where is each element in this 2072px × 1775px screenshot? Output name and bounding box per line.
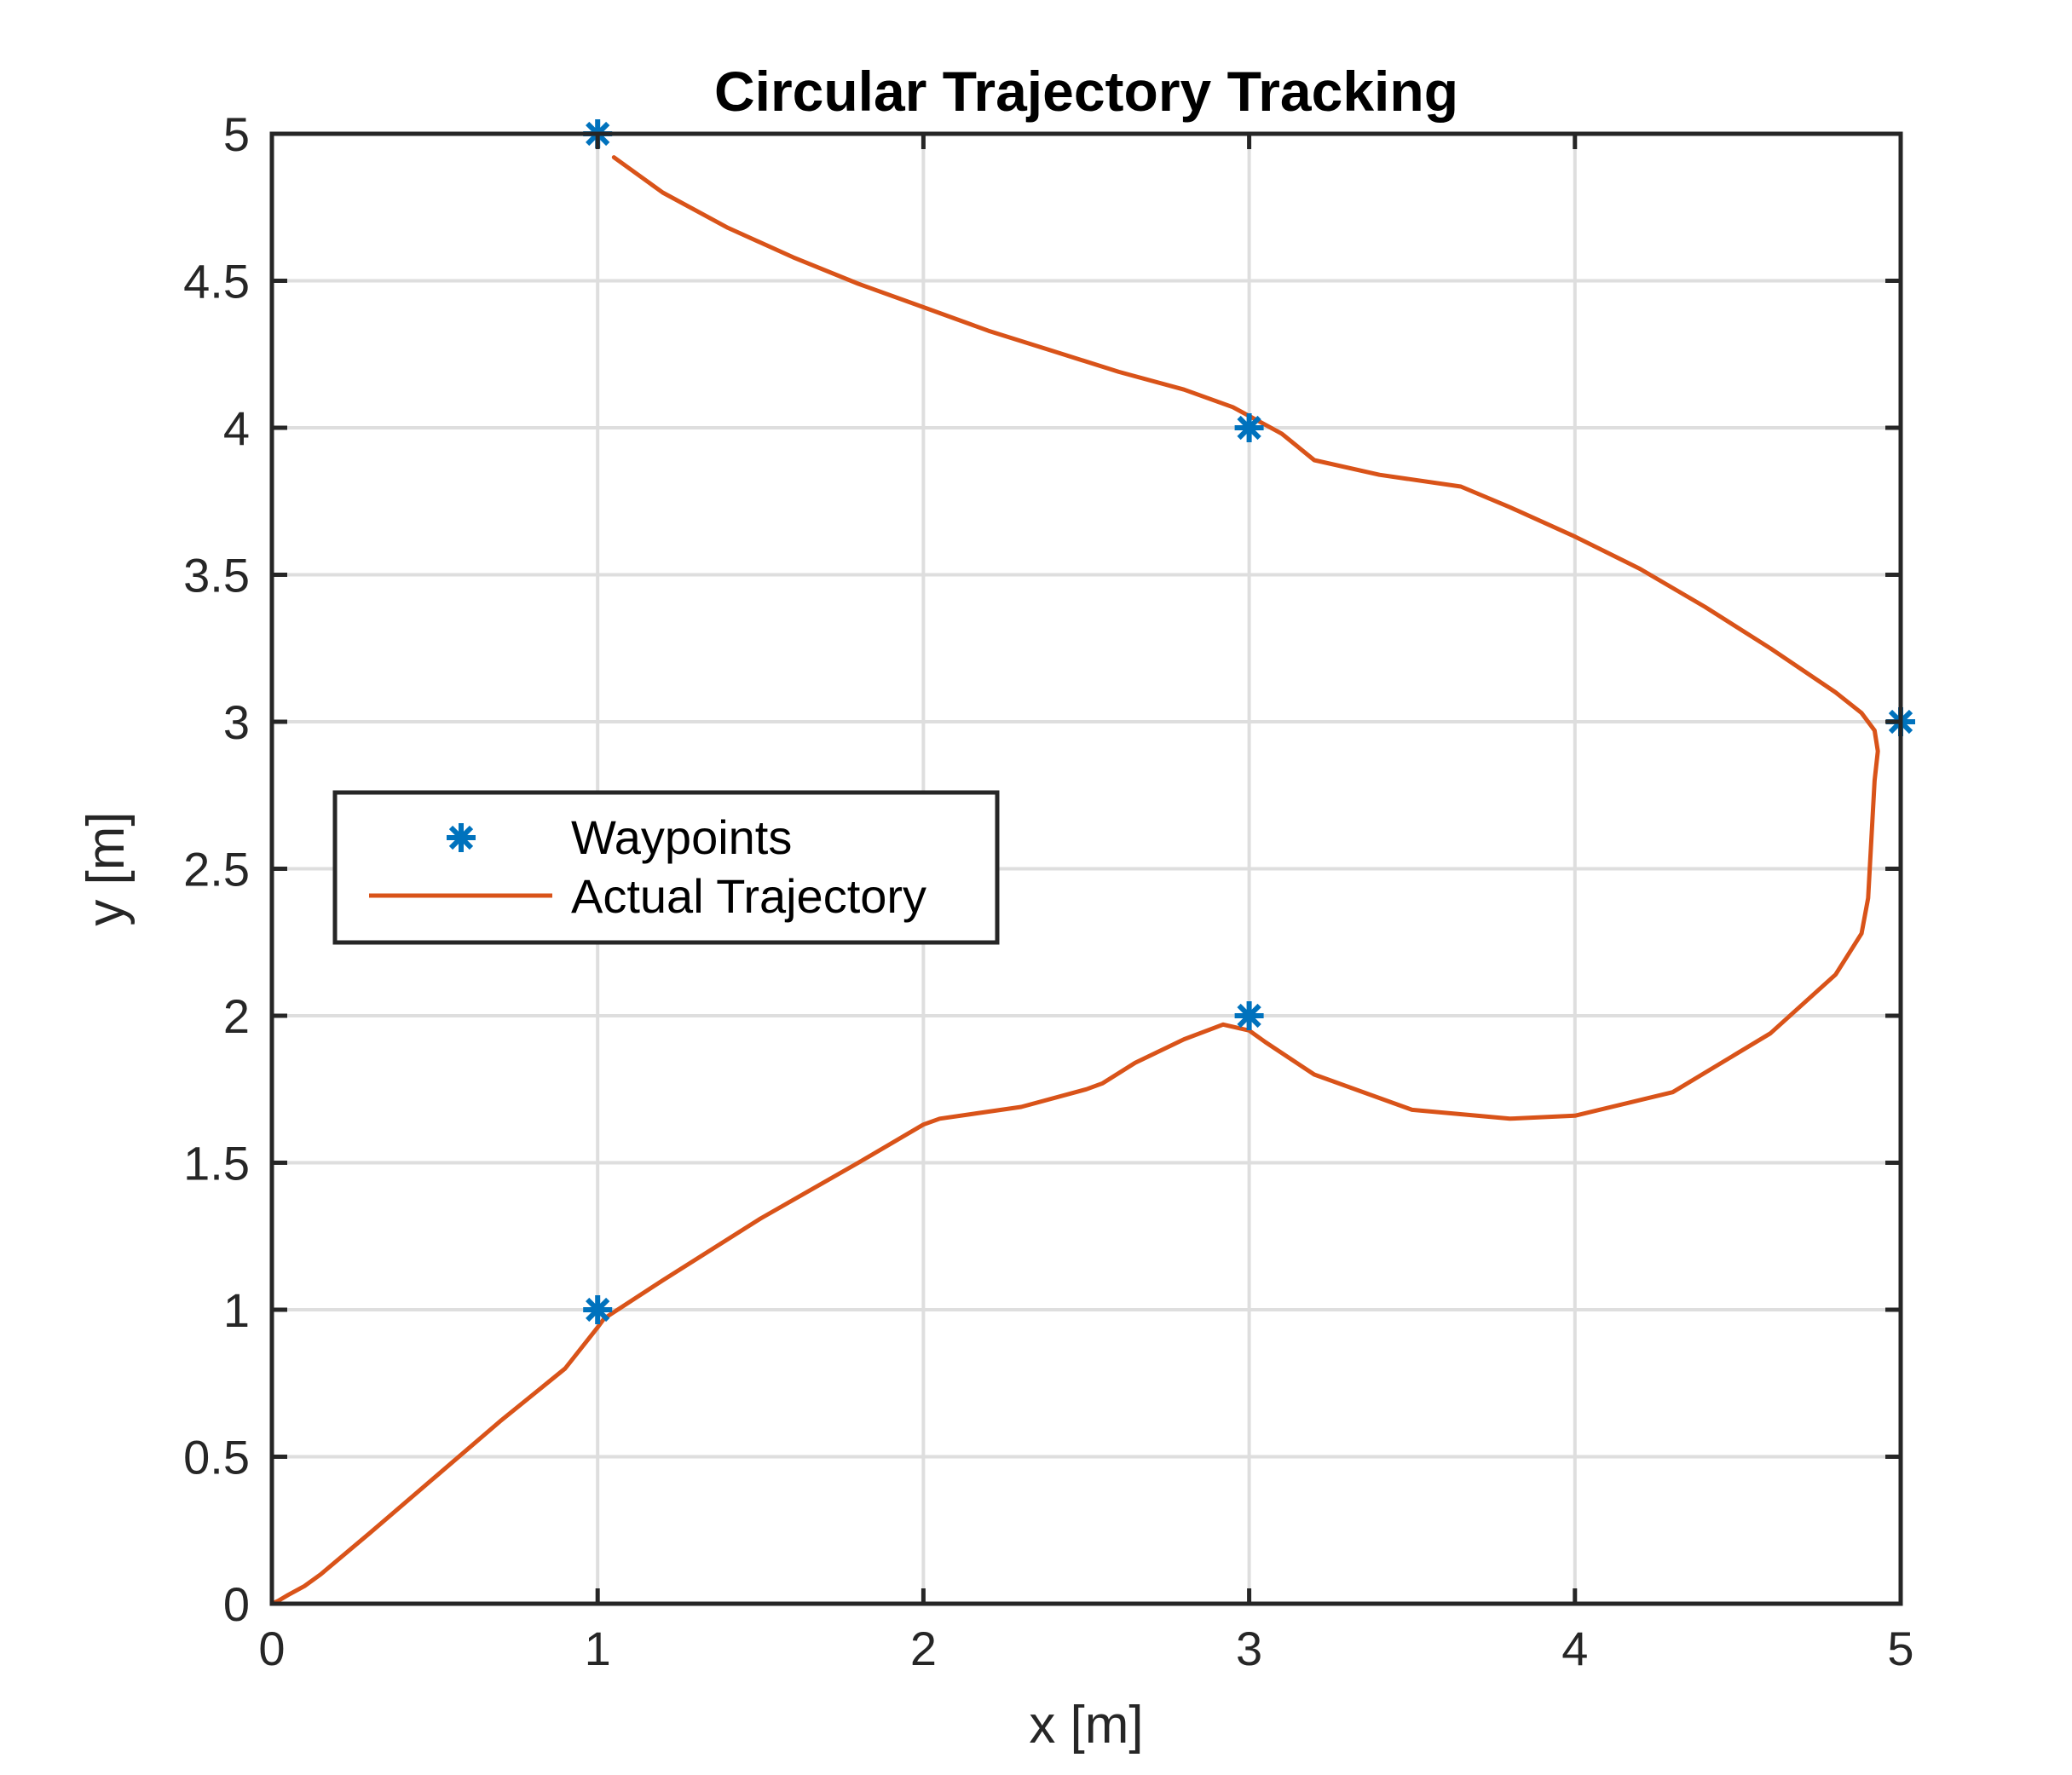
y-tick-label: 0.5 [183, 1431, 250, 1484]
x-tick-label: 4 [1561, 1622, 1588, 1675]
y-tick-label: 0 [223, 1577, 250, 1631]
y-axis-label: y [m] [77, 811, 136, 925]
legend-waypoints-label: Waypoints [571, 810, 792, 864]
legend-trajectory-label: Actual Trajectory [571, 869, 926, 923]
y-tick-label: 1 [223, 1283, 250, 1337]
x-tick-label: 3 [1236, 1622, 1262, 1675]
legend-asterisk-icon [447, 823, 476, 852]
tick-labels: 0 1 2 3 4 5 0 0.5 1 1.5 2 2.5 3 3.5 4 4.5 5 [183, 107, 1913, 1675]
trajectory-line [269, 155, 1880, 1606]
axes-frame [269, 131, 1903, 1606]
y-tick-label: 4 [223, 401, 250, 455]
waypoint-marker [1234, 1001, 1264, 1030]
chart-title: Circular Trajectory Tracking [714, 60, 1458, 123]
y-tick-label: 4.5 [183, 255, 250, 308]
legend-box [332, 790, 1000, 945]
waypoint-marker [1234, 413, 1264, 442]
x-tick-label: 0 [258, 1622, 285, 1675]
y-tick-label: 2 [223, 989, 250, 1043]
y-tick-label: 2.5 [183, 843, 250, 896]
y-tick-label: 3 [223, 695, 250, 749]
waypoint-marker [583, 1295, 613, 1324]
y-tick-label: 3.5 [183, 549, 250, 602]
x-tick-label: 5 [1887, 1622, 1913, 1675]
x-axis-label: x [m] [1029, 1696, 1143, 1755]
y-tick-label: 1.5 [183, 1137, 250, 1190]
x-tick-label: 2 [910, 1622, 937, 1675]
y-tick-label: 5 [223, 107, 250, 161]
legend: Waypoints Actual Trajectory [332, 790, 1000, 945]
legend-waypoints-marker [447, 823, 476, 852]
x-tick-label: 1 [585, 1622, 611, 1675]
